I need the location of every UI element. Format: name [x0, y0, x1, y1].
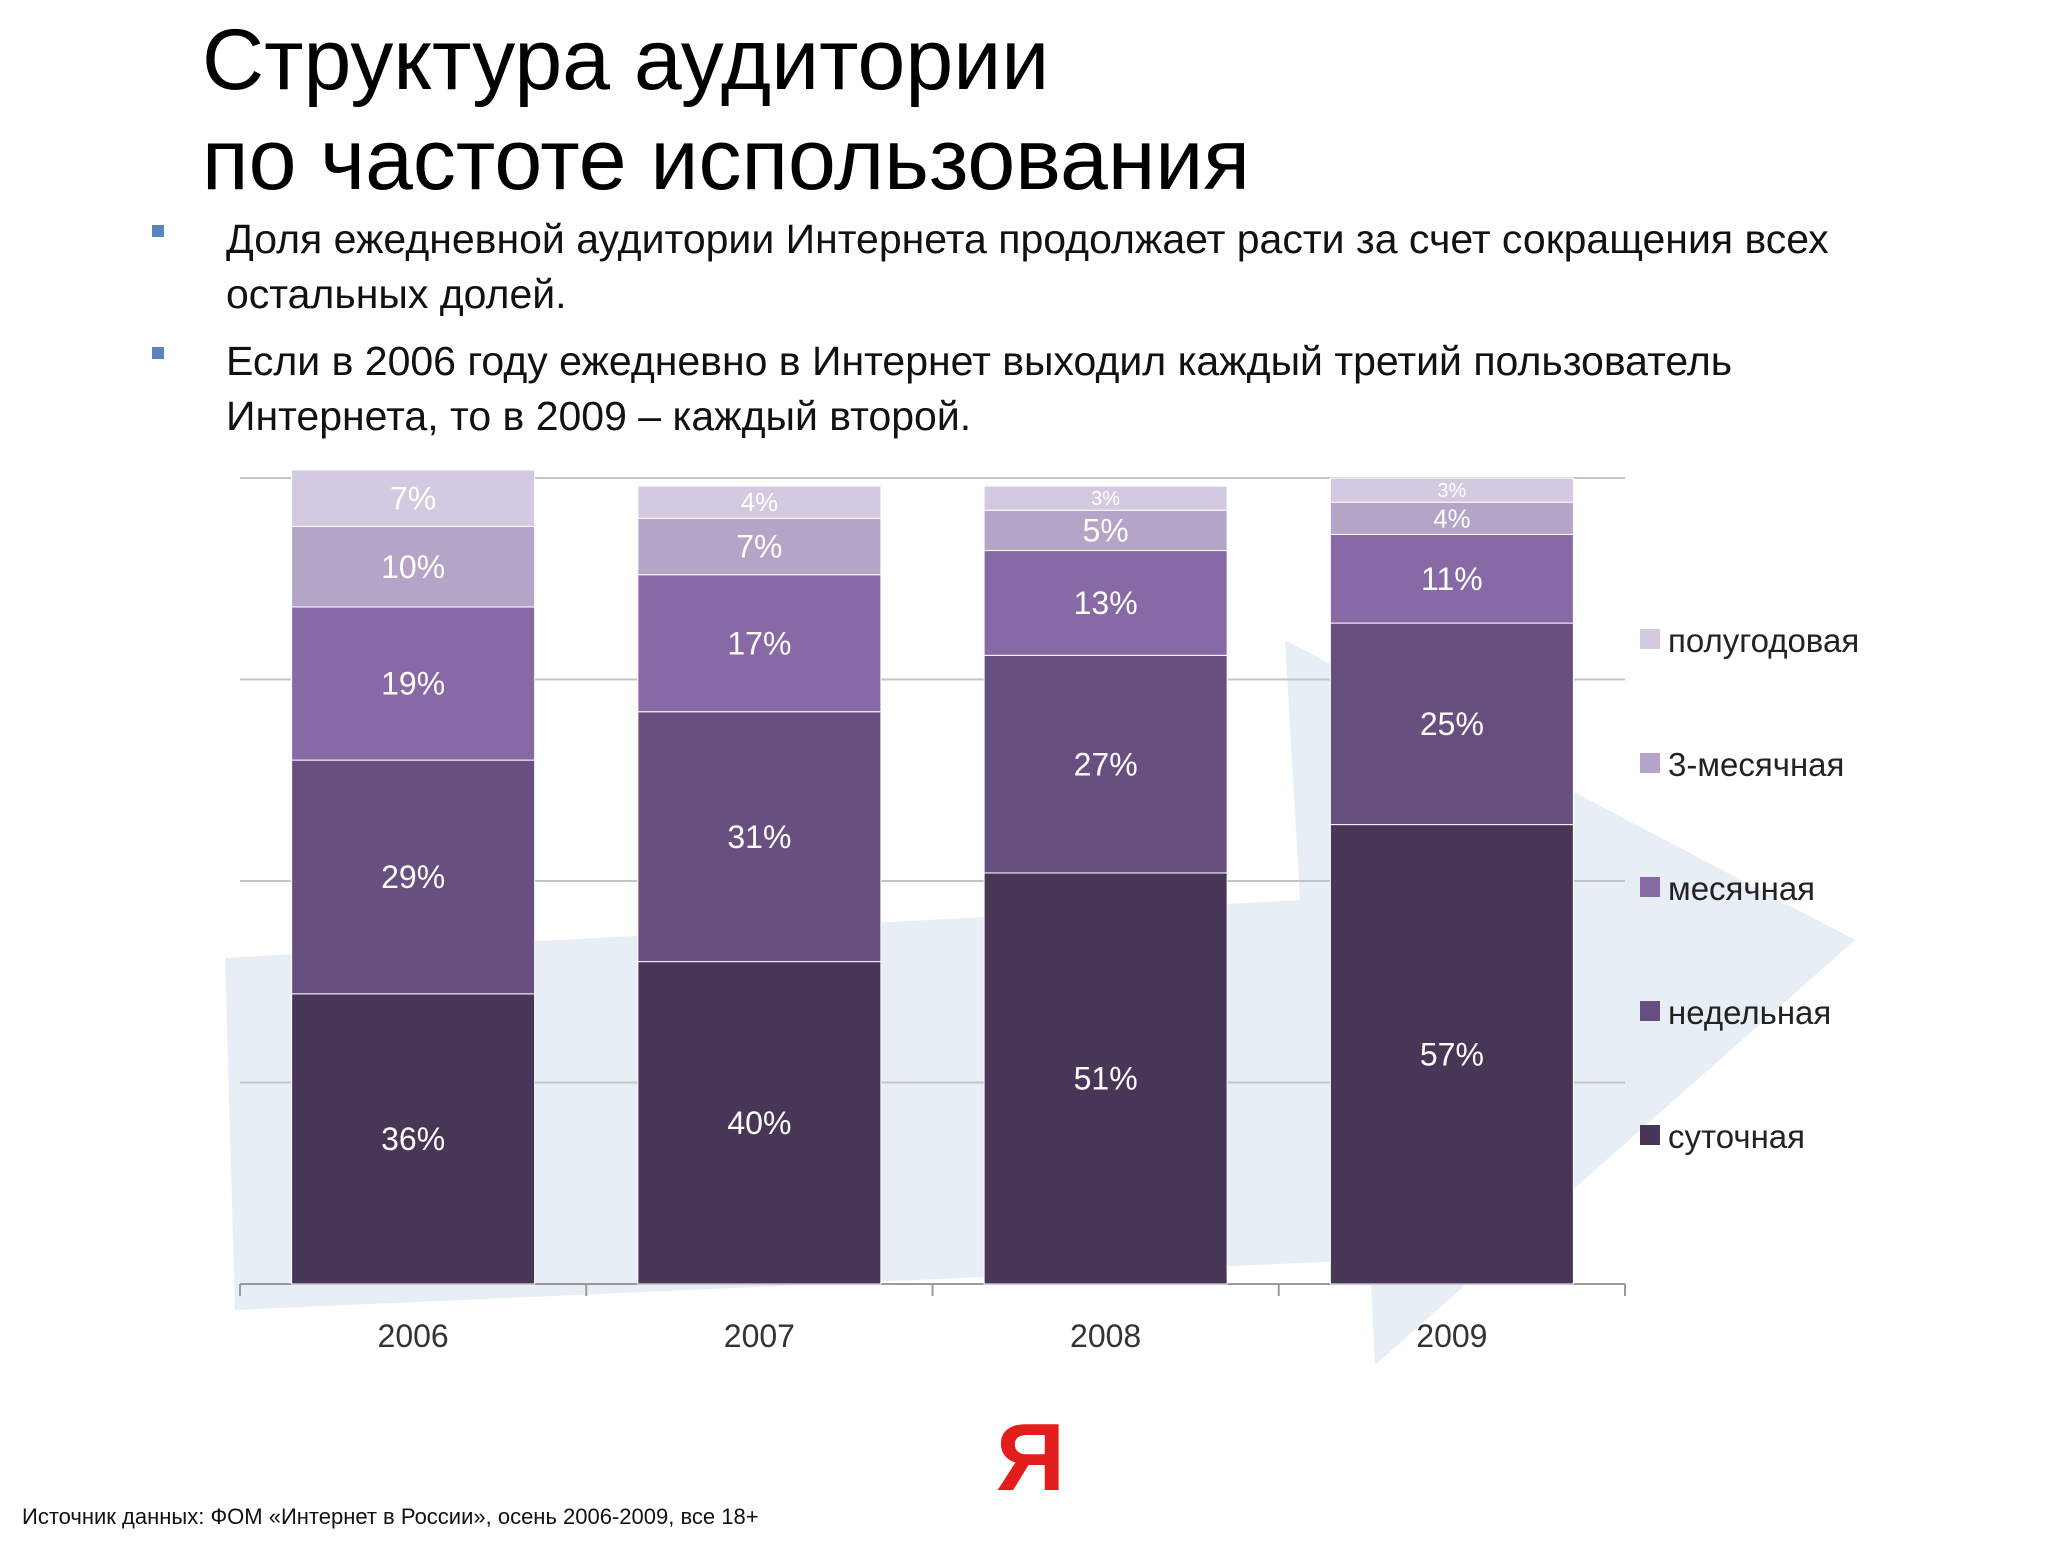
data-label: 3% — [1091, 488, 1120, 510]
bar-segment — [1329, 533, 1574, 624]
x-tick-label: 2006 — [378, 1318, 449, 1354]
data-label: 17% — [727, 625, 791, 661]
source-note: Источник данных: ФОМ «Интернет в России»… — [22, 1504, 759, 1529]
bar-segment — [291, 606, 536, 761]
bar-segment — [637, 961, 882, 1285]
data-label: 25% — [1420, 706, 1484, 742]
legend-swatch — [1640, 1001, 1660, 1021]
bullet-text: Доля ежедневной аудитории Интернета прод… — [226, 216, 1829, 317]
data-label: 36% — [381, 1121, 445, 1157]
yandex-logo: Я — [996, 1404, 1065, 1511]
legend-swatch — [1640, 1125, 1660, 1145]
legend-swatch — [1640, 629, 1660, 649]
data-label: 27% — [1074, 746, 1138, 782]
bullet-square-icon — [152, 225, 164, 237]
data-label: 4% — [1433, 505, 1470, 533]
legend-label: суточная — [1668, 1118, 1805, 1155]
title-line-2: по частоте использования — [202, 112, 1250, 208]
data-label: 40% — [727, 1105, 791, 1141]
x-axis: 2006 2007 2008 2009 — [239, 1284, 1626, 1354]
bullet-text: Если в 2006 году ежедневно в Интернет вы… — [226, 338, 1733, 439]
bar-segment — [637, 485, 882, 519]
data-label: 7% — [390, 480, 436, 516]
data-label: 3% — [1437, 480, 1466, 502]
legend-label: недельная — [1668, 994, 1831, 1031]
bar-segment — [1329, 477, 1574, 503]
data-label: 7% — [736, 529, 782, 565]
legend-swatch — [1640, 753, 1660, 773]
data-label: 51% — [1074, 1061, 1138, 1097]
bar-segment — [1329, 501, 1574, 535]
legend: полугодовая 3-месячная месячная недельная су… — [1640, 622, 1859, 1155]
bar-segment — [637, 574, 882, 713]
data-label: 11% — [1421, 561, 1483, 597]
x-tick-label: 2009 — [1416, 1318, 1487, 1354]
bar-segment — [983, 654, 1228, 874]
bar-segment — [983, 872, 1228, 1285]
data-label: 31% — [727, 819, 791, 855]
legend-label: полугодовая — [1668, 622, 1859, 659]
bars: 36% 29% 19% 10% 7% 40% 31% 17% 7% 4% 51% 27% 13% 5% 3%… — [291, 469, 1574, 1285]
data-label: 57% — [1420, 1036, 1484, 1072]
slide-title: Структура аудитории по частоте использов… — [202, 10, 1250, 210]
bullet-item: Если в 2006 году ежедневно в Интернет вы… — [150, 334, 1850, 444]
bar-segment — [291, 993, 536, 1285]
data-label: 19% — [381, 666, 445, 702]
bar-segment — [1329, 622, 1574, 826]
bullet-square-icon — [152, 347, 164, 359]
bar-segment — [983, 485, 1228, 511]
x-tick-label: 2007 — [724, 1318, 795, 1354]
bullet-list: Доля ежедневной аудитории Интернета прод… — [150, 212, 1850, 456]
bar-segment — [637, 517, 882, 576]
data-label: 10% — [381, 549, 445, 585]
legend-swatch — [1640, 877, 1660, 897]
bar-segment — [1329, 824, 1574, 1285]
data-label: 4% — [741, 489, 778, 517]
bar-segment — [291, 525, 536, 608]
data-label: 5% — [1083, 513, 1129, 549]
x-tick-label: 2008 — [1070, 1318, 1141, 1354]
legend-label: месячная — [1668, 870, 1815, 907]
bar-segment — [291, 469, 536, 527]
legend-label: 3-месячная — [1668, 746, 1844, 783]
title-line-1: Структура аудитории — [202, 12, 1050, 108]
data-label: 29% — [381, 859, 445, 895]
data-label: 13% — [1074, 585, 1138, 621]
bullet-item: Доля ежедневной аудитории Интернета прод… — [150, 212, 1850, 322]
bar-segment — [983, 509, 1228, 552]
bar-segment — [637, 711, 882, 963]
